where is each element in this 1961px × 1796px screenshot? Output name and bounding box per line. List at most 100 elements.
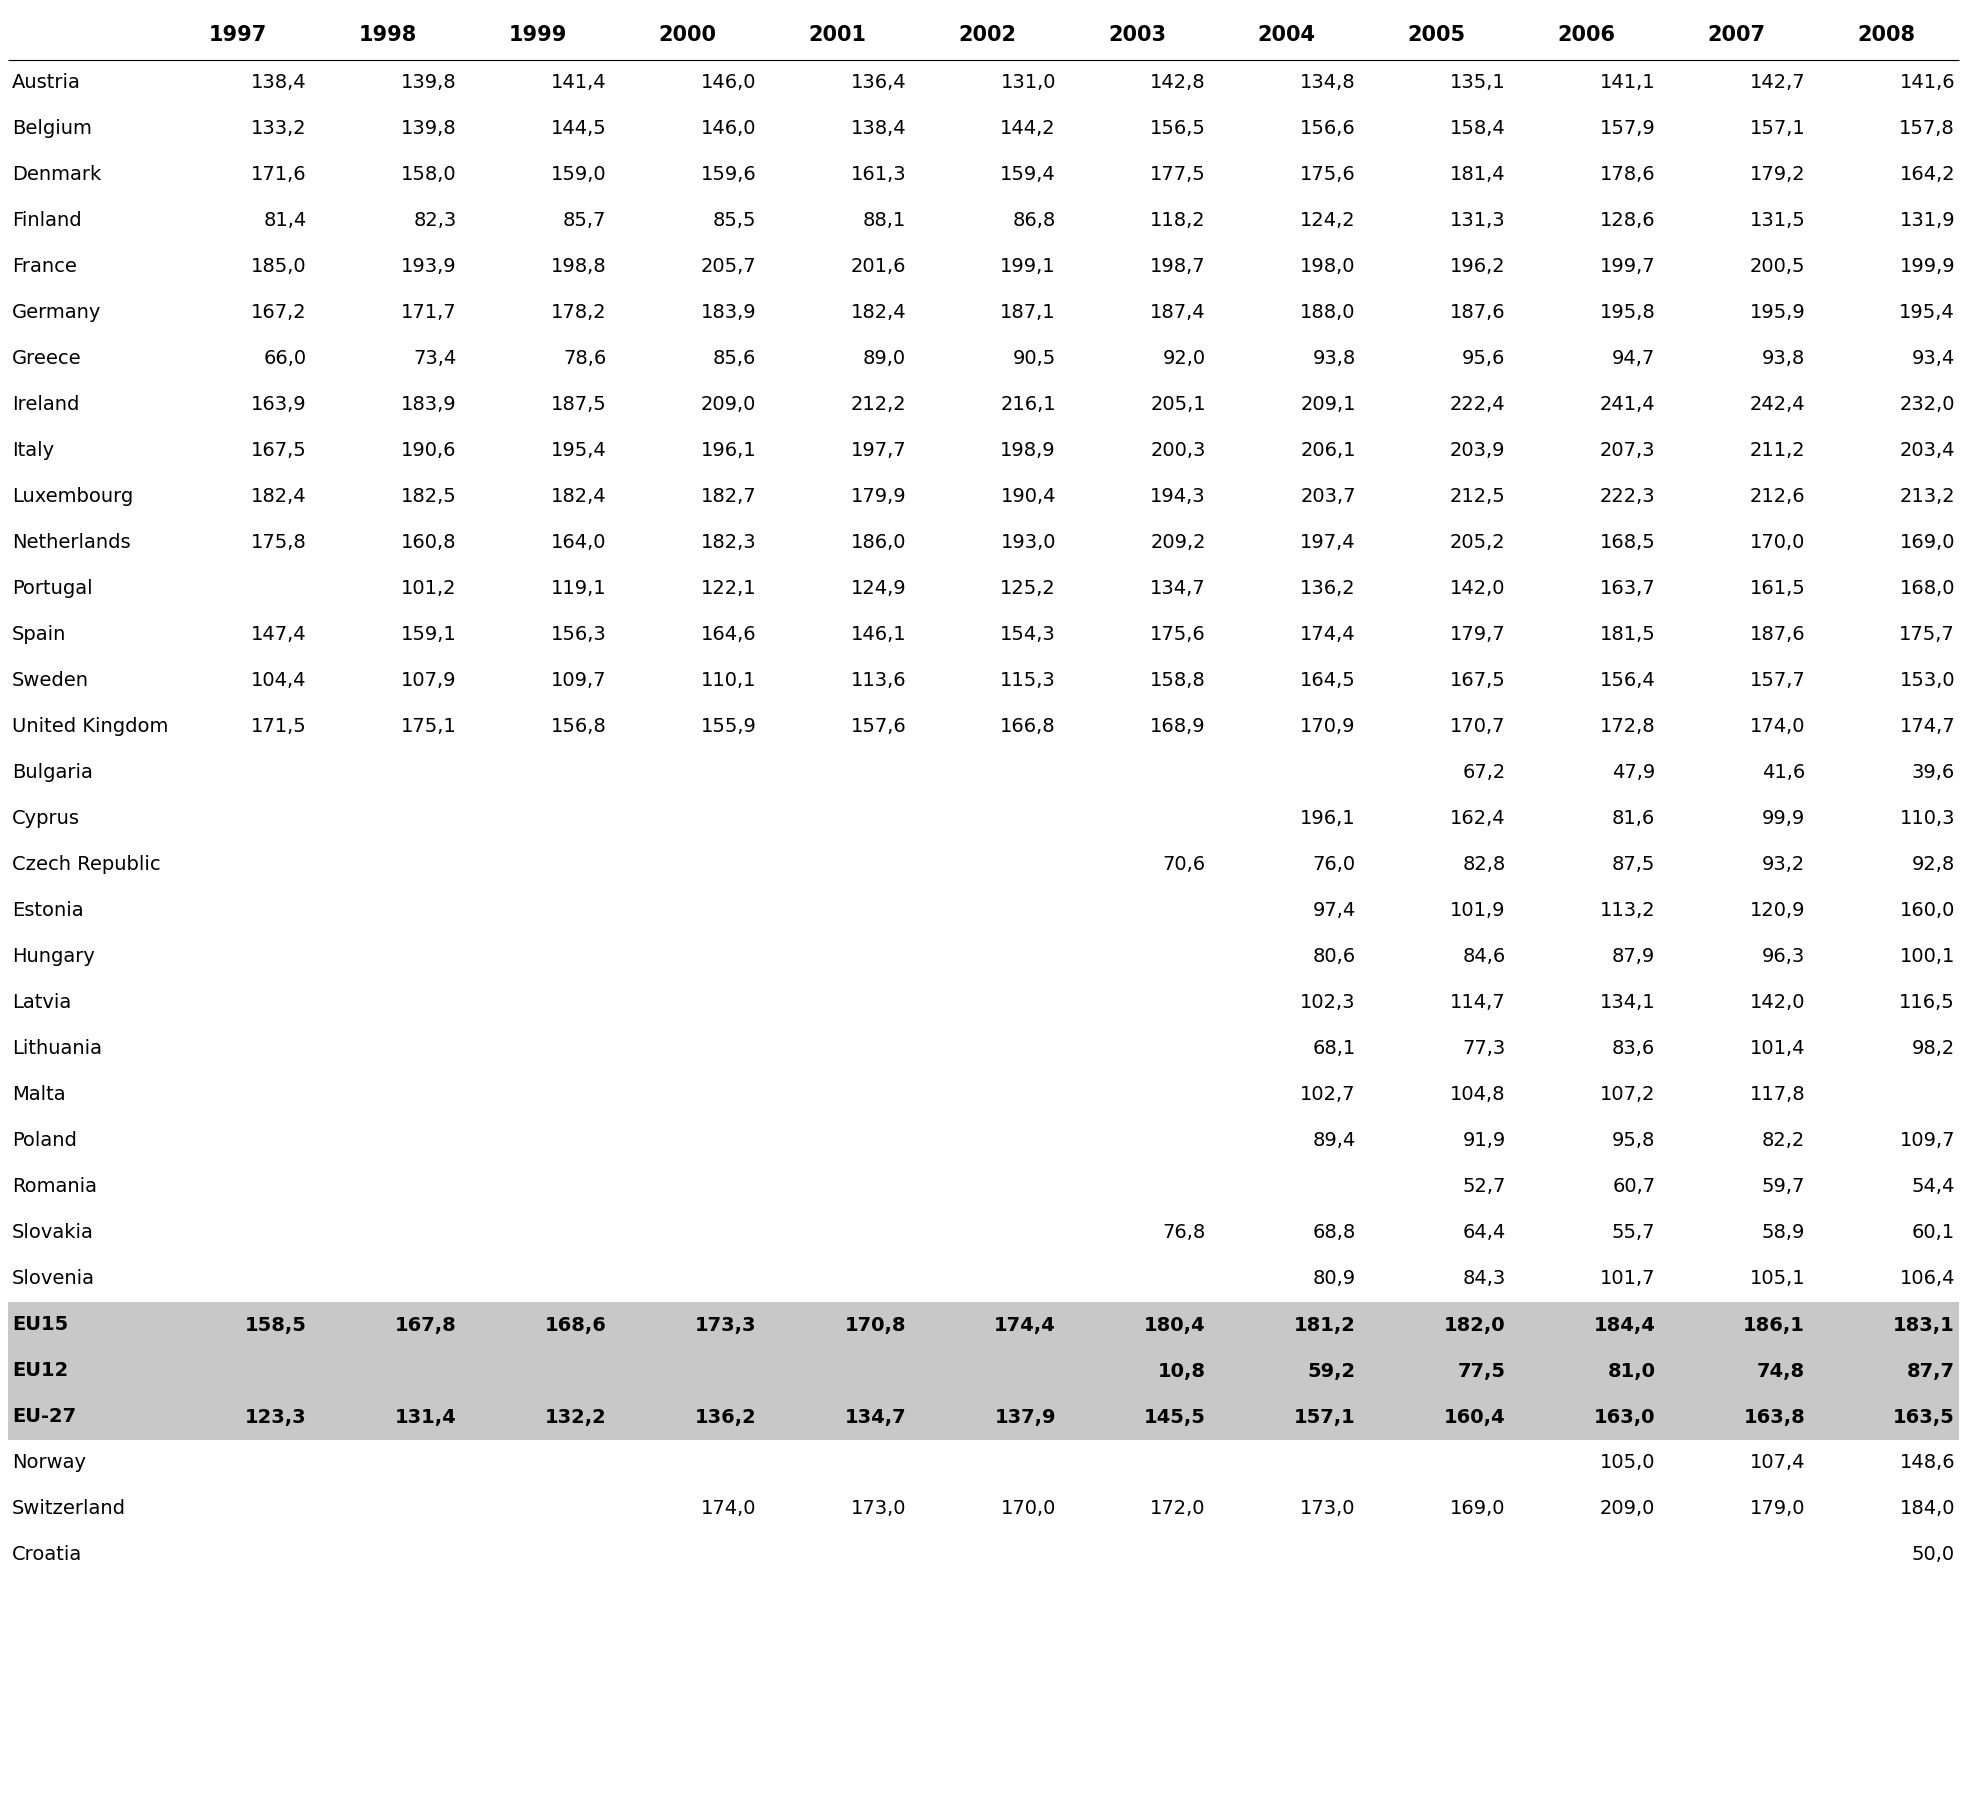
Bar bbox=[8, 1394, 1959, 1440]
Text: 162,4: 162,4 bbox=[1449, 810, 1506, 828]
Text: 157,1: 157,1 bbox=[1749, 120, 1806, 138]
Text: 118,2: 118,2 bbox=[1151, 212, 1206, 230]
Text: 1999: 1999 bbox=[508, 25, 567, 45]
Text: 93,2: 93,2 bbox=[1761, 855, 1806, 875]
Text: Czech Republic: Czech Republic bbox=[12, 855, 161, 875]
Text: 114,7: 114,7 bbox=[1449, 993, 1506, 1013]
Text: 99,9: 99,9 bbox=[1761, 810, 1806, 828]
Text: 196,1: 196,1 bbox=[700, 442, 757, 460]
Text: 60,1: 60,1 bbox=[1912, 1223, 1955, 1243]
Text: 209,2: 209,2 bbox=[1151, 533, 1206, 553]
Text: 142,0: 142,0 bbox=[1449, 580, 1506, 598]
Text: 158,0: 158,0 bbox=[402, 165, 457, 185]
Text: 163,8: 163,8 bbox=[1743, 1408, 1806, 1426]
Text: EU-27: EU-27 bbox=[12, 1408, 76, 1426]
Text: Norway: Norway bbox=[12, 1453, 86, 1473]
Text: Latvia: Latvia bbox=[12, 993, 71, 1013]
Text: Germany: Germany bbox=[12, 304, 102, 323]
Text: 199,7: 199,7 bbox=[1600, 257, 1655, 277]
Text: 187,1: 187,1 bbox=[1000, 304, 1057, 323]
Text: 170,0: 170,0 bbox=[1749, 533, 1806, 553]
Text: 146,0: 146,0 bbox=[700, 74, 757, 93]
Text: 184,4: 184,4 bbox=[1594, 1315, 1655, 1334]
Text: 39,6: 39,6 bbox=[1912, 763, 1955, 783]
Text: 222,4: 222,4 bbox=[1449, 395, 1506, 415]
Text: 216,1: 216,1 bbox=[1000, 395, 1057, 415]
Text: 206,1: 206,1 bbox=[1300, 442, 1355, 460]
Text: 203,4: 203,4 bbox=[1900, 442, 1955, 460]
Text: 187,6: 187,6 bbox=[1749, 625, 1806, 645]
Text: 95,8: 95,8 bbox=[1612, 1131, 1655, 1151]
Text: 86,8: 86,8 bbox=[1012, 212, 1057, 230]
Text: EU15: EU15 bbox=[12, 1315, 69, 1334]
Text: 138,4: 138,4 bbox=[251, 74, 306, 93]
Text: 2003: 2003 bbox=[1108, 25, 1167, 45]
Text: 47,9: 47,9 bbox=[1612, 763, 1655, 783]
Text: 67,2: 67,2 bbox=[1463, 763, 1506, 783]
Text: 241,4: 241,4 bbox=[1600, 395, 1655, 415]
Text: Sweden: Sweden bbox=[12, 672, 88, 690]
Text: 197,7: 197,7 bbox=[851, 442, 906, 460]
Text: 64,4: 64,4 bbox=[1463, 1223, 1506, 1243]
Text: 91,9: 91,9 bbox=[1463, 1131, 1506, 1151]
Text: 2005: 2005 bbox=[1408, 25, 1465, 45]
Text: 92,8: 92,8 bbox=[1912, 855, 1955, 875]
Text: 131,3: 131,3 bbox=[1449, 212, 1506, 230]
Text: 147,4: 147,4 bbox=[251, 625, 306, 645]
Text: 141,1: 141,1 bbox=[1600, 74, 1655, 93]
Text: 168,5: 168,5 bbox=[1600, 533, 1655, 553]
Text: 85,5: 85,5 bbox=[714, 212, 757, 230]
Text: 77,5: 77,5 bbox=[1457, 1361, 1506, 1381]
Text: 92,0: 92,0 bbox=[1163, 350, 1206, 368]
Text: 101,7: 101,7 bbox=[1600, 1270, 1655, 1288]
Text: Switzerland: Switzerland bbox=[12, 1500, 126, 1518]
Text: 197,4: 197,4 bbox=[1300, 533, 1355, 553]
Text: 117,8: 117,8 bbox=[1749, 1085, 1806, 1105]
Text: 187,6: 187,6 bbox=[1449, 304, 1506, 323]
Text: 81,6: 81,6 bbox=[1612, 810, 1655, 828]
Text: 93,8: 93,8 bbox=[1312, 350, 1355, 368]
Bar bbox=[8, 1302, 1959, 1349]
Text: 1997: 1997 bbox=[208, 25, 267, 45]
Text: Estonia: Estonia bbox=[12, 902, 84, 921]
Text: 179,2: 179,2 bbox=[1749, 165, 1806, 185]
Text: 81,4: 81,4 bbox=[263, 212, 306, 230]
Text: 10,8: 10,8 bbox=[1157, 1361, 1206, 1381]
Text: 134,7: 134,7 bbox=[1151, 580, 1206, 598]
Text: 102,7: 102,7 bbox=[1300, 1085, 1355, 1105]
Text: 144,2: 144,2 bbox=[1000, 120, 1057, 138]
Text: 95,6: 95,6 bbox=[1463, 350, 1506, 368]
Text: 81,0: 81,0 bbox=[1608, 1361, 1655, 1381]
Text: 160,4: 160,4 bbox=[1443, 1408, 1506, 1426]
Text: 83,6: 83,6 bbox=[1612, 1040, 1655, 1058]
Text: 100,1: 100,1 bbox=[1900, 948, 1955, 966]
Text: 174,0: 174,0 bbox=[700, 1500, 757, 1518]
Text: 145,5: 145,5 bbox=[1143, 1408, 1206, 1426]
Text: 157,7: 157,7 bbox=[1749, 672, 1806, 690]
Text: EU12: EU12 bbox=[12, 1361, 69, 1381]
Text: 2004: 2004 bbox=[1257, 25, 1316, 45]
Text: 139,8: 139,8 bbox=[402, 74, 457, 93]
Text: 173,0: 173,0 bbox=[851, 1500, 906, 1518]
Text: 107,2: 107,2 bbox=[1600, 1085, 1655, 1105]
Text: 167,8: 167,8 bbox=[394, 1315, 457, 1334]
Text: 174,4: 174,4 bbox=[994, 1315, 1057, 1334]
Text: 59,2: 59,2 bbox=[1308, 1361, 1355, 1381]
Text: 87,9: 87,9 bbox=[1612, 948, 1655, 966]
Text: 159,1: 159,1 bbox=[400, 625, 457, 645]
Text: 199,1: 199,1 bbox=[1000, 257, 1057, 277]
Text: 195,9: 195,9 bbox=[1749, 304, 1806, 323]
Text: Malta: Malta bbox=[12, 1085, 65, 1105]
Text: 159,6: 159,6 bbox=[700, 165, 757, 185]
Text: 171,6: 171,6 bbox=[251, 165, 306, 185]
Text: 198,9: 198,9 bbox=[1000, 442, 1057, 460]
Text: 146,0: 146,0 bbox=[700, 120, 757, 138]
Text: 116,5: 116,5 bbox=[1900, 993, 1955, 1013]
Text: 107,9: 107,9 bbox=[402, 672, 457, 690]
Text: 169,0: 169,0 bbox=[1900, 533, 1955, 553]
Bar bbox=[8, 1349, 1959, 1394]
Text: 185,0: 185,0 bbox=[251, 257, 306, 277]
Text: 195,4: 195,4 bbox=[1900, 304, 1955, 323]
Text: 84,6: 84,6 bbox=[1463, 948, 1506, 966]
Text: 101,4: 101,4 bbox=[1749, 1040, 1806, 1058]
